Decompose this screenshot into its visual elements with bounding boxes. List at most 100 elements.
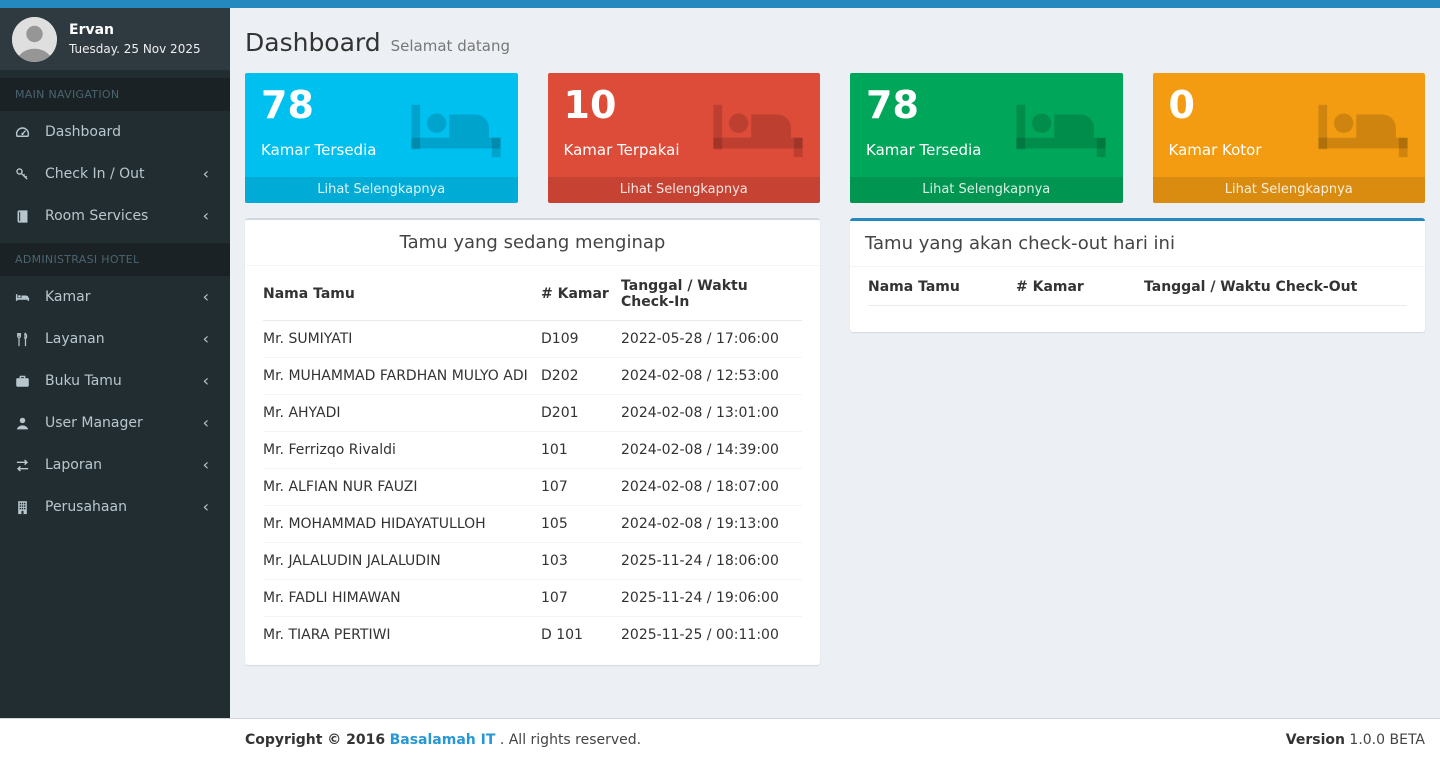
- table-cell: 2024-02-08 / 19:13:00: [621, 505, 802, 543]
- stat-boxes-row: 78 Kamar Tersedia Lihat Selengkapnya 10 Kama…: [245, 73, 1425, 203]
- table-cell: 105: [541, 505, 621, 543]
- stat-box-kamar-terpakai: 10 Kamar Terpakai Lihat Selengkapnya: [547, 73, 820, 203]
- table-cell: 101: [541, 431, 621, 469]
- stat-box-inner: 78 Kamar Tersedia: [850, 73, 1123, 171]
- bed-icon: [1011, 99, 1111, 165]
- table-row: Mr. ALFIAN NUR FAUZI 107 2024-02-08 / 18:0…: [263, 468, 802, 506]
- stat-footer-link[interactable]: Lihat Selengkapnya: [850, 177, 1123, 203]
- stat-box-inner: 78 Kamar Tersedia: [245, 73, 518, 171]
- book-icon: [15, 209, 37, 224]
- table-cell: 2024-02-08 / 14:39:00: [621, 431, 802, 469]
- sidebar-item-perusahaan[interactable]: Perusahaan ‹: [0, 486, 230, 528]
- table-row: Mr. MOHAMMAD HIDAYATULLOH 105 2024-02-08 /…: [263, 505, 802, 543]
- stat-box-kamar-kotor: 0 Kamar Kotor Lihat Selengkapnya: [1152, 73, 1426, 203]
- sidebar-item-check-in-out[interactable]: Check In / Out ‹: [0, 153, 230, 195]
- stat-value: 78: [261, 83, 314, 127]
- user-panel: Ervan Tuesday. 25 Nov 2025: [0, 8, 230, 70]
- stat-box-kamar-tersedia-green: 78 Kamar Tersedia Lihat Selengkapnya: [850, 73, 1123, 203]
- table-cell: D201: [541, 394, 621, 432]
- table-cell: 2025-11-25 / 00:11:00: [621, 627, 779, 643]
- table-header-row: Nama Tamu # Kamar Tanggal / Waktu Check-In: [263, 266, 802, 321]
- sidebar-item-buku-tamu[interactable]: Buku Tamu ‹: [0, 360, 230, 402]
- stat-box-inner: 0 Kamar Kotor: [1153, 73, 1426, 171]
- chevron-left-icon: ‹: [202, 497, 209, 516]
- cutlery-icon: [15, 331, 37, 347]
- briefcase-icon: [15, 374, 37, 389]
- table-cell: Mr. JALALUDIN JALALUDIN: [263, 542, 541, 580]
- top-navbar: [0, 0, 1440, 8]
- sidebar: Ervan Tuesday. 25 Nov 2025 MAIN NAVIGATI…: [0, 8, 230, 718]
- checkin-panel: Tamu yang sedang menginap Nama Tamu # Kam…: [245, 218, 820, 665]
- footer-copyright: Copyright © 2016 Basalamah IT . All righ…: [245, 732, 641, 748]
- sidebar-item-kamar[interactable]: Kamar ‹: [0, 276, 230, 318]
- chevron-left-icon: ‹: [202, 164, 209, 183]
- user-date: Tuesday. 25 Nov 2025: [69, 42, 201, 56]
- column-header: Tanggal / Waktu Check-Out: [1144, 267, 1407, 306]
- sidebar-item-dashboard[interactable]: Dashboard: [0, 111, 230, 153]
- table-header: Nama Tamu # Kamar Tanggal / Waktu Check-In: [263, 266, 802, 321]
- stat-box-kamar-tersedia-aqua: 78 Kamar Tersedia Lihat Selengkapnya: [245, 73, 518, 203]
- page-title-text: Dashboard: [245, 28, 381, 57]
- column-header: Nama Tamu: [868, 267, 1016, 306]
- sidebar-item-label: Check In / Out: [45, 166, 145, 182]
- version-value: 1.0.0 BETA: [1349, 732, 1425, 748]
- sidebar-item-laporan[interactable]: Laporan ‹: [0, 444, 230, 486]
- stat-value: 0: [1168, 83, 1195, 127]
- table-header: Nama Tamu # Kamar Tanggal / Waktu Check-Ou…: [868, 267, 1407, 306]
- stat-label: Kamar Tersedia: [261, 140, 377, 159]
- sidebar-item-label: Buku Tamu: [45, 373, 122, 389]
- sidebar-section-header: MAIN NAVIGATION: [0, 78, 230, 111]
- sidebar-item-room-services[interactable]: Room Services ‹: [0, 195, 230, 237]
- page-title: Dashboard Selamat datang: [245, 28, 1425, 57]
- panels-row: Tamu yang sedang menginap Nama Tamu # Kam…: [245, 218, 1425, 665]
- table-cell: Mr. AHYADI: [263, 394, 541, 432]
- chevron-left-icon: ‹: [202, 455, 209, 474]
- sidebar-item-label: Laporan: [45, 457, 103, 473]
- chevron-left-icon: ‹: [202, 287, 209, 306]
- table-cell: D202: [541, 357, 621, 395]
- table-cell: D 101: [541, 627, 583, 643]
- stat-footer-link[interactable]: Lihat Selengkapnya: [245, 177, 518, 203]
- stat-label: Kamar Tersedia: [866, 140, 982, 159]
- chevron-left-icon: ‹: [202, 413, 209, 432]
- table-body: Mr. SUMIYATI D109 2022-05-28 / 17:06:00 Mr.…: [263, 320, 802, 654]
- rights-text: . All rights reserved.: [495, 732, 642, 748]
- table-cell: 2024-02-08 / 18:07:00: [621, 468, 802, 506]
- table-cell: Mr. FADLI HIMAWAN: [263, 579, 541, 617]
- checkin-table: Nama Tamu # Kamar Tanggal / Waktu Check-In…: [263, 266, 802, 653]
- table-row: Mr. SUMIYATI D109 2022-05-28 / 17:06:00: [263, 320, 802, 358]
- page-subtitle: Selamat datang: [390, 37, 511, 55]
- table-cell: Mr. ALFIAN NUR FAUZI: [263, 468, 541, 506]
- column-header: # Kamar: [1016, 267, 1144, 306]
- table-row: Mr. MUHAMMAD FARDHAN MULYO ADI D202 2024-0…: [263, 357, 802, 395]
- sidebar-item-layanan[interactable]: Layanan ‹: [0, 318, 230, 360]
- table-row: Mr. JALALUDIN JALALUDIN 103 2025-11-24 / 1…: [263, 542, 802, 580]
- table-row: Mr. FADLI HIMAWAN 107 2025-11-24 / 19:06:0…: [263, 579, 802, 617]
- bed-icon: [708, 99, 808, 165]
- sidebar-nav: MAIN NAVIGATION Dashboard Check In / Out ‹ R…: [0, 70, 230, 528]
- chevron-left-icon: ‹: [202, 206, 209, 225]
- checkout-panel-title: Tamu yang akan check-out hari ini: [850, 221, 1425, 267]
- sidebar-section-header: ADMINISTRASI HOTEL: [0, 243, 230, 276]
- sidebar-item-label: Kamar: [45, 289, 91, 305]
- table-cell: 2024-02-08 / 12:53:00: [621, 357, 802, 395]
- stat-value: 10: [563, 83, 617, 127]
- footer-brand-link[interactable]: Basalamah IT: [389, 732, 496, 748]
- version-label: Version: [1285, 732, 1345, 748]
- column-header: Tanggal / Waktu Check-In: [621, 266, 802, 321]
- checkin-panel-title: Tamu yang sedang menginap: [245, 220, 820, 266]
- table-row: Mr. Ferrizqo Rivaldi 101 2024-02-08 / 14:3…: [263, 431, 802, 469]
- chevron-left-icon: ‹: [202, 329, 209, 348]
- stat-footer-link[interactable]: Lihat Selengkapnya: [547, 177, 820, 203]
- table-cell: Mr. MOHAMMAD HIDAYATULLOH: [263, 505, 541, 543]
- copyright-text: Copyright © 2016: [245, 732, 386, 748]
- stat-footer-link[interactable]: Lihat Selengkapnya: [1152, 177, 1425, 203]
- table-cell: 103: [541, 542, 621, 580]
- stat-value: 78: [866, 83, 919, 127]
- bed-icon: [15, 290, 37, 305]
- sidebar-item-label: Dashboard: [45, 124, 121, 140]
- dashboard-icon: [15, 125, 37, 140]
- table-cell: D109: [541, 320, 621, 358]
- sidebar-item-label: Room Services: [45, 208, 149, 224]
- sidebar-item-user-manager[interactable]: User Manager ‹: [0, 402, 230, 444]
